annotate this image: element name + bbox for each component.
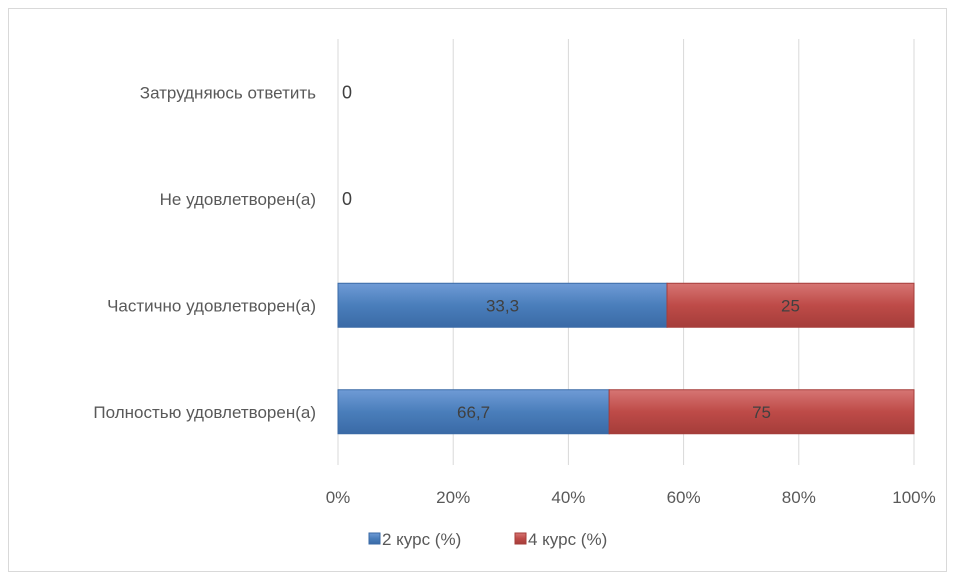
x-tick-label: 100% [892, 488, 935, 507]
x-tick-label: 40% [551, 488, 585, 507]
data-label: 75 [752, 403, 771, 422]
legend-swatch [514, 532, 527, 545]
legend: 2 курс (%) 4 курс (%) [368, 530, 607, 549]
bar-segment [666, 282, 915, 328]
data-label: 33,3 [486, 296, 519, 315]
data-label: 66,7 [457, 403, 490, 422]
bar-chart: 0 0 33,3 25 66,7 75 Затрудняюсь ответить Не уд… [93, 39, 936, 549]
category-label: Затрудняюсь ответить [140, 83, 316, 102]
x-tick-label: 20% [436, 488, 470, 507]
category-label: Частично удовлетворен(а) [107, 296, 316, 315]
legend-label: 4 курс (%) [528, 530, 607, 549]
data-labels: 0 0 33,3 25 66,7 75 [342, 82, 800, 422]
x-tick-label: 60% [667, 488, 701, 507]
chart-area: 0 0 33,3 25 66,7 75 Затрудняюсь ответить Не уд… [8, 8, 947, 572]
x-axis-ticks: 0% 20% 40% 60% 80% 100% [326, 488, 936, 507]
data-label: 0 [342, 82, 352, 102]
category-label: Не удовлетворен(а) [160, 190, 316, 209]
category-label: Полностью удовлетворен(а) [93, 403, 316, 422]
bar-segment [608, 389, 915, 435]
bar-segment [337, 282, 668, 328]
x-tick-label: 80% [782, 488, 816, 507]
legend-swatch [368, 532, 381, 545]
data-label: 25 [781, 296, 800, 315]
bars [337, 282, 915, 435]
x-tick-label: 0% [326, 488, 351, 507]
legend-label: 2 курс (%) [382, 530, 461, 549]
category-labels: Затрудняюсь ответить Не удовлетворен(а) Ча… [93, 83, 316, 422]
data-label: 0 [342, 189, 352, 209]
